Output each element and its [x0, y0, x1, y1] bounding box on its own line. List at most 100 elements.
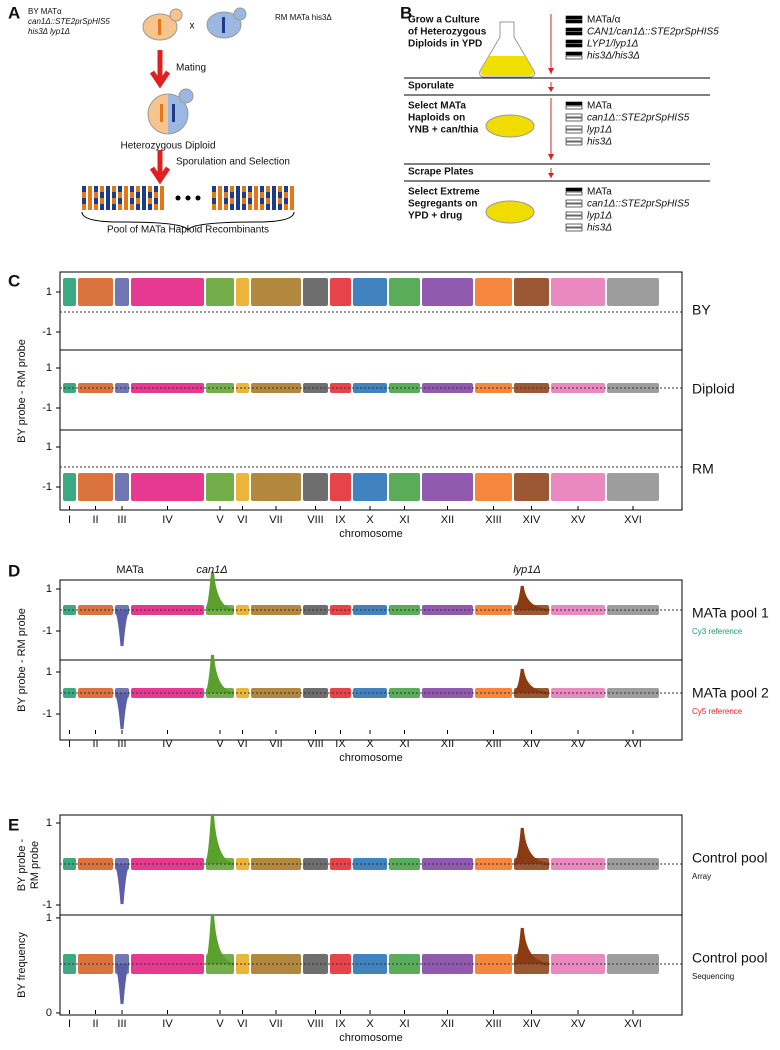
recombinant-segment [82, 204, 86, 210]
chromosome-label: VI [237, 1018, 247, 1030]
chromosome-cloud [131, 278, 204, 306]
recombinant-segment [230, 186, 234, 192]
track-frame [59, 429, 683, 511]
recombinant-segment [148, 192, 152, 198]
track-label: Control pool [692, 950, 768, 966]
recombinant-segment [230, 192, 234, 198]
recombinant-segment [154, 204, 158, 210]
y-tick-label: 1 [46, 583, 52, 595]
recombinant-segment [136, 198, 140, 204]
recombinant-segment [230, 198, 234, 204]
chromosome-cloud [514, 473, 549, 501]
recombinant-segment [118, 198, 122, 204]
chromosome-cloud [78, 954, 113, 974]
recombinant-segment [266, 192, 270, 198]
pool-label: Pool of MATa Haploid Recombinants [107, 225, 269, 236]
chromosome-cloud [422, 954, 473, 974]
recombinant-segment [236, 192, 240, 198]
recombinant-segment [142, 192, 146, 198]
recombinant-segment [148, 186, 152, 192]
chromosome-cloud [131, 858, 204, 870]
chromosome-cloud [353, 473, 387, 501]
recombinant-segment [278, 198, 282, 204]
track-frame [59, 659, 683, 741]
genotype-bar [565, 199, 583, 204]
chromosome-label: IV [162, 1018, 173, 1030]
chromosome-cloud [236, 473, 249, 501]
recombinant-segment [130, 192, 134, 198]
recombinant-segment [236, 186, 240, 192]
genotype-bar [565, 223, 583, 228]
genotype-bar [565, 113, 583, 118]
recombinant-segment [106, 198, 110, 204]
chromosome-cloud [131, 473, 204, 501]
recombinant-segment [160, 192, 164, 198]
chromosome-label: XIII [485, 738, 502, 750]
chromosome-cloud [389, 473, 420, 501]
recombinant-segment [272, 192, 276, 198]
peak [513, 927, 550, 966]
chromosome-cloud [63, 278, 76, 306]
recombinant-segment [248, 192, 252, 198]
genotype-bar [565, 187, 583, 192]
recombinant-segment [212, 186, 216, 192]
recombinant-segment [248, 186, 252, 192]
chromosome-cloud [251, 278, 301, 306]
chromosome-label: IX [335, 738, 346, 750]
chromosome-cloud [236, 383, 249, 393]
track-label: MATa pool 2 [692, 685, 769, 701]
genotype-bar [565, 129, 583, 134]
chromosome-label: V [216, 1018, 224, 1030]
recombinant-segment [106, 186, 110, 192]
recombinant-segment [236, 204, 240, 210]
chromosome-label: VIII [307, 738, 324, 750]
recombinant-segment [160, 204, 164, 210]
chromosome-label: XIII [485, 514, 502, 526]
step-text: Select MATa [408, 101, 466, 112]
peak [114, 691, 130, 730]
step-text: of Heterozygous [408, 27, 487, 38]
recombinant-segment [224, 186, 228, 192]
recombinant-segment [142, 204, 146, 210]
recombinant-segment [242, 186, 246, 192]
chromosome-cloud [607, 278, 659, 306]
panel-letter: A [8, 3, 20, 22]
recombinant-segment [260, 186, 264, 192]
chromosome-cloud [514, 278, 549, 306]
genotype-bar [565, 203, 583, 208]
recombinant-segment [218, 186, 222, 192]
recombinant-segment [130, 198, 134, 204]
recombinant-segment [266, 204, 270, 210]
chromosome-cloud [131, 605, 204, 615]
x-axis-title: chromosome [339, 752, 403, 764]
step-text: Segregants on [408, 199, 477, 210]
chromosome-label: I [68, 738, 71, 750]
recombinant-segment [284, 192, 288, 198]
chromosome-label: IV [162, 514, 173, 526]
peak [513, 585, 550, 612]
chromosome-cloud [131, 688, 204, 698]
chromosome-label: II [92, 738, 98, 750]
chromosome-label: X [366, 1018, 374, 1030]
chromosome-label: XIII [485, 1018, 502, 1030]
chromosome-cloud [78, 858, 113, 870]
chromosome-cloud [115, 278, 129, 306]
y-tick-label: 1 [46, 441, 52, 453]
y-tick-label: -1 [42, 326, 52, 338]
chromosome-cloud [131, 383, 204, 393]
chromosome-cloud [475, 473, 512, 501]
y-axis-title: BY probe - [16, 838, 28, 891]
genotype-bar [565, 31, 583, 36]
chromosome-label: XII [441, 1018, 454, 1030]
recombinant-segment [148, 198, 152, 204]
chromosome-cloud [236, 278, 249, 306]
panel-letter: E [8, 815, 19, 834]
chromosome-cloud [422, 688, 473, 698]
peak [205, 654, 235, 695]
track-sublabel: Cy3 reference [692, 627, 743, 636]
recombinant-segment [212, 198, 216, 204]
chromosome-cloud [303, 688, 328, 698]
panel-b-art [404, 14, 710, 224]
track-label: RM [692, 461, 714, 477]
annotation: MATa [116, 564, 144, 576]
